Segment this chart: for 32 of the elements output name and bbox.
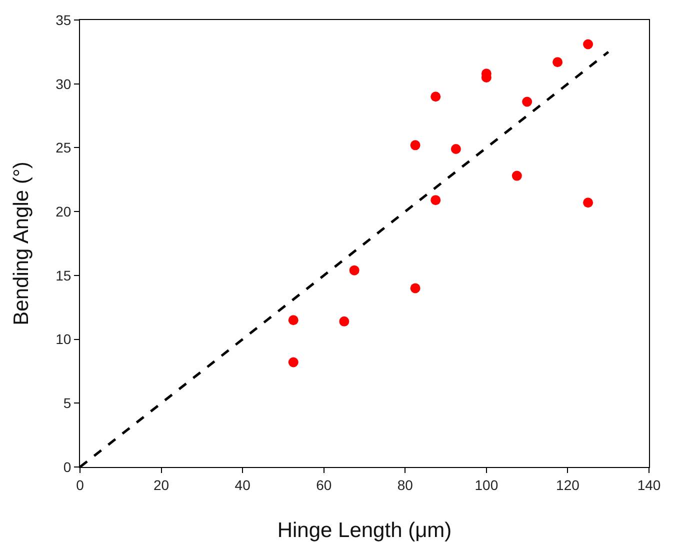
point: [450, 144, 461, 154]
point: [349, 265, 360, 276]
y-tick-label: 5: [63, 395, 72, 412]
y-tick-label: 30: [56, 76, 72, 92]
x-tick-label: 80: [397, 476, 414, 493]
point: [522, 96, 532, 107]
point: [583, 39, 594, 50]
x-axis-title: Hinge Length (μm): [277, 519, 452, 542]
y-axis-title: Bending Angle (°): [10, 162, 33, 326]
x-tick-label: 140: [637, 476, 661, 493]
x-tick-label: 40: [234, 476, 251, 493]
y-tick-label: 35: [56, 12, 72, 28]
point: [339, 316, 350, 326]
y-tick-label: 25: [56, 140, 72, 156]
y-tick-label: 15: [56, 267, 72, 284]
y-tick-label: 10: [56, 331, 72, 348]
point: [430, 195, 441, 206]
point: [288, 315, 298, 326]
point: [410, 283, 420, 294]
point: [552, 57, 563, 68]
y-tick-label: 20: [56, 203, 72, 220]
y-tick-label: 0: [63, 458, 72, 475]
point: [430, 92, 441, 102]
point: [512, 170, 522, 181]
point: [288, 357, 298, 368]
x-tick-label: 0: [76, 476, 84, 493]
point: [583, 198, 594, 208]
x-tick-label: 60: [316, 476, 332, 493]
x-tick-label: 120: [556, 476, 580, 493]
point: [410, 140, 420, 150]
x-tick-label: 20: [154, 476, 170, 493]
x-tick-label: 100: [474, 476, 498, 493]
